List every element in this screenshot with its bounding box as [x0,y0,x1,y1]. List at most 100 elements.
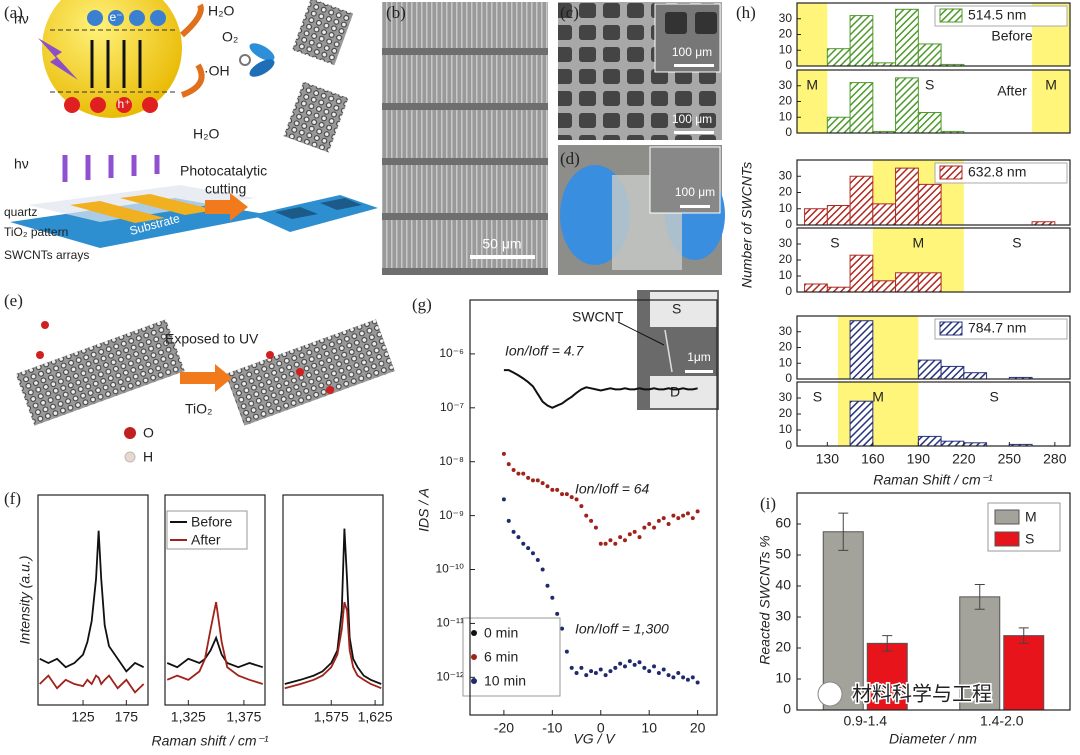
plot-frame [282,494,384,706]
point [608,538,613,543]
plot-frame [37,494,149,706]
inset-label: D [670,384,680,400]
scale-bar [680,205,710,208]
oxygen [266,351,274,359]
y-tick-label: 30 [775,608,791,624]
legend-label: Before [191,514,232,530]
point [690,675,695,680]
region-label: S [989,389,998,405]
point [569,665,574,670]
legend-swatch [994,509,1020,525]
point [593,671,598,676]
exposed-label: Exposed to UV [165,331,259,347]
legend-label: M [1025,509,1037,525]
point [627,532,632,537]
y-tick-label: 20 [779,94,793,108]
y-tick-label: 0 [783,701,791,717]
bar [826,116,851,134]
inset-label: S [672,301,681,317]
point [603,673,608,678]
bar [917,272,942,293]
y-tick-label: 10 [779,268,793,282]
point [530,551,535,556]
point [647,521,652,526]
scale-label: 100 μm [672,45,712,59]
panel-label: (h) [736,3,756,22]
bar [1003,635,1045,711]
y-tick-label: 30 [779,11,793,25]
bar [895,167,919,226]
y-axis-label: Number of SWCNTs [739,162,755,288]
spectrum [284,601,382,690]
scale-bar [470,255,535,259]
bar [849,175,874,226]
oh-label: ·OH [204,63,230,79]
point [622,538,627,543]
legend-box [166,510,248,550]
point [511,529,516,534]
point [676,516,681,521]
h2o-label: H₂O [208,3,235,19]
point [690,516,695,521]
cutting-label: cutting [205,181,246,197]
bar [849,82,874,134]
x-tick-label: 20 [690,720,706,736]
series-line [503,369,698,409]
point [608,669,613,674]
region-label: S [925,77,934,93]
legend-marker [471,630,477,636]
bar [849,320,874,380]
point [681,675,686,680]
handle [239,54,251,66]
point [526,475,531,480]
hole-dot [116,97,132,113]
inset-square [665,12,687,34]
electron-dot [87,10,103,26]
legend-swatch [994,531,1020,547]
x-tick-label: 10 [641,720,657,736]
inset-square [695,12,717,34]
blade [249,59,275,77]
oxygen-label: O [143,425,154,441]
point [579,504,584,509]
bar [917,183,942,226]
spectrum [284,528,382,685]
error-bar [974,583,985,610]
spectrum [39,674,145,694]
series-label: Before [991,28,1032,44]
x-tick-label: 280 [1043,451,1067,467]
point [598,667,603,672]
point [521,471,526,476]
y-tick-label: 10 [779,355,793,369]
region-label: S [1012,235,1021,251]
electron-label: e⁻ [109,10,122,24]
nanotube [15,319,185,426]
legend-box [934,318,1068,340]
point [695,509,700,514]
watermark: 材料科学与工程 [852,682,992,706]
oxygen-legend [124,427,136,439]
x-tick-label: 175 [115,709,139,725]
point [550,487,555,492]
y-tick-label: 20 [779,252,793,266]
particle [42,0,182,118]
oxygen [326,386,334,394]
error-bar [1018,627,1029,644]
point [521,541,526,546]
x-tick-label: 1,625 [358,709,393,725]
array [275,207,318,219]
o2-label: O₂ [222,29,238,45]
lightning [38,38,78,80]
point [666,521,671,526]
bar [866,642,908,711]
point [545,484,550,489]
x-tick-label: 0.9-1.4 [843,713,887,729]
plot-frame [469,299,718,716]
legend-label: 632.8 nm [968,164,1026,180]
point [555,611,560,616]
point [656,518,661,523]
y-tick-label: 0 [785,125,792,139]
electron-dot [150,10,166,26]
y-tick-label: 30 [779,78,793,92]
y-tick-label: 30 [779,324,793,338]
